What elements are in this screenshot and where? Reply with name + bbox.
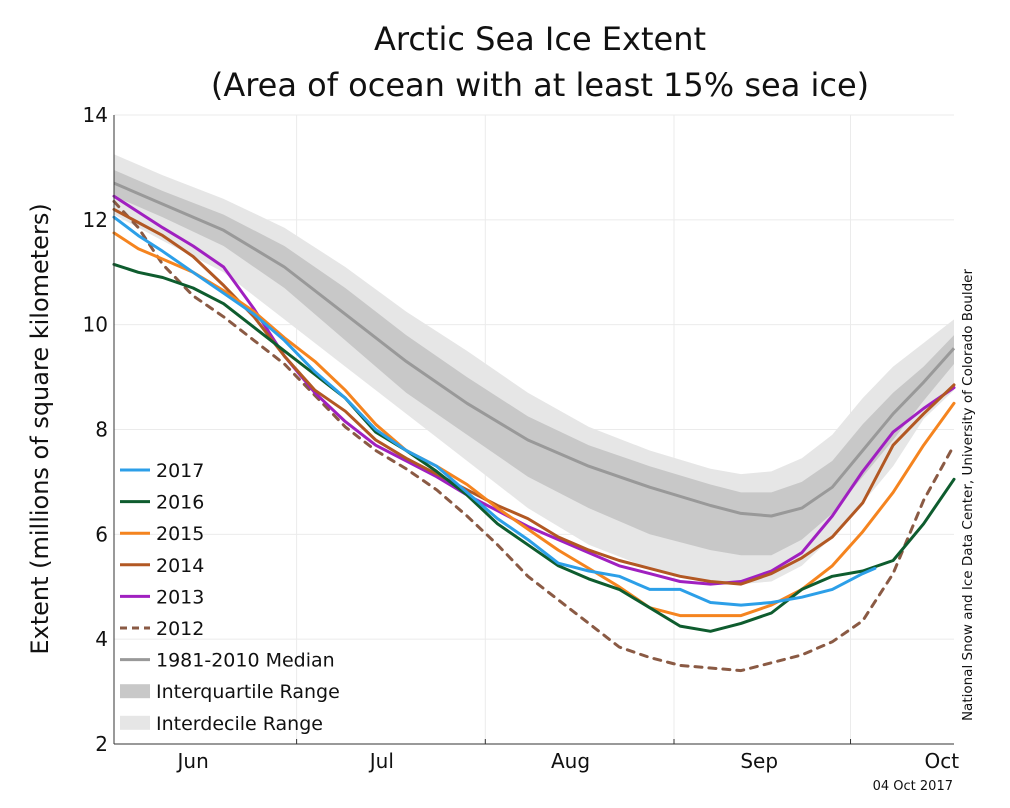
interdecile-band — [114, 154, 954, 585]
series-line-2013 — [112, 194, 956, 586]
x-tick-label-oct: Oct — [925, 749, 960, 773]
x-tick-label-jun: Jun — [176, 749, 209, 773]
legend-swatch — [120, 684, 150, 699]
legend: 2017 2016 2015 2014 2013 2012 1981-2010 Median… — [120, 460, 340, 735]
series-line-2016 — [112, 262, 956, 633]
legend-item: 2012 — [120, 618, 204, 640]
legend-label: Interdecile Range — [156, 713, 323, 735]
series-line-2015 — [112, 231, 956, 618]
series-lines — [112, 181, 956, 673]
legend-item: 1981-2010 Median — [120, 650, 335, 672]
range-bands — [114, 154, 954, 585]
legend-label: 2012 — [156, 618, 204, 640]
legend-swatch — [120, 715, 150, 730]
legend-label: 2016 — [156, 492, 204, 514]
legend-label: 2015 — [156, 523, 204, 545]
legend-label: Interquartile Range — [156, 681, 340, 703]
chart-title-line-1: Arctic Sea Ice Extent — [374, 20, 706, 58]
y-tick-label: 10 — [83, 313, 108, 337]
median-line — [113, 181, 956, 518]
legend-item: Interquartile Range — [120, 681, 340, 703]
x-tick-label-jul: Jul — [368, 749, 394, 773]
interquartile-band — [114, 170, 954, 556]
legend-item: Interdecile Range — [120, 713, 323, 735]
y-tick-label: 6 — [95, 522, 108, 546]
y-tick-label: 12 — [83, 208, 108, 232]
legend-label: 2017 — [156, 460, 204, 482]
chart-title-line-2: (Area of ocean with at least 15% sea ice… — [211, 66, 869, 104]
series-line-2012 — [112, 200, 956, 673]
series-line-2017 — [112, 215, 877, 607]
x-tick-label-sep: Sep — [740, 749, 778, 773]
y-tick-label: 14 — [83, 103, 108, 127]
date-stamp: 04 Oct 2017 — [873, 779, 953, 794]
y-tick-label: 4 — [95, 627, 108, 651]
credit-text: National Snow and Ice Data Center, Unive… — [960, 269, 976, 722]
legend-item: 2017 — [120, 460, 204, 482]
legend-item: 2014 — [120, 555, 204, 577]
y-axis-label: Extent (millions of square kilometers) — [26, 203, 54, 654]
y-tick-label: 8 — [95, 418, 108, 442]
axes: 14 12 10 8 6 4 2 Jun Jul Aug Sep Oct — [83, 103, 960, 773]
legend-item: 2013 — [120, 586, 204, 608]
legend-item: 2015 — [120, 523, 204, 545]
x-tick-label-aug: Aug — [551, 749, 590, 773]
legend-item: 2016 — [120, 492, 204, 514]
legend-label: 1981-2010 Median — [156, 650, 335, 672]
y-tick-label: 2 — [95, 732, 108, 756]
legend-label: 2014 — [156, 555, 204, 577]
legend-label: 2013 — [156, 586, 204, 608]
